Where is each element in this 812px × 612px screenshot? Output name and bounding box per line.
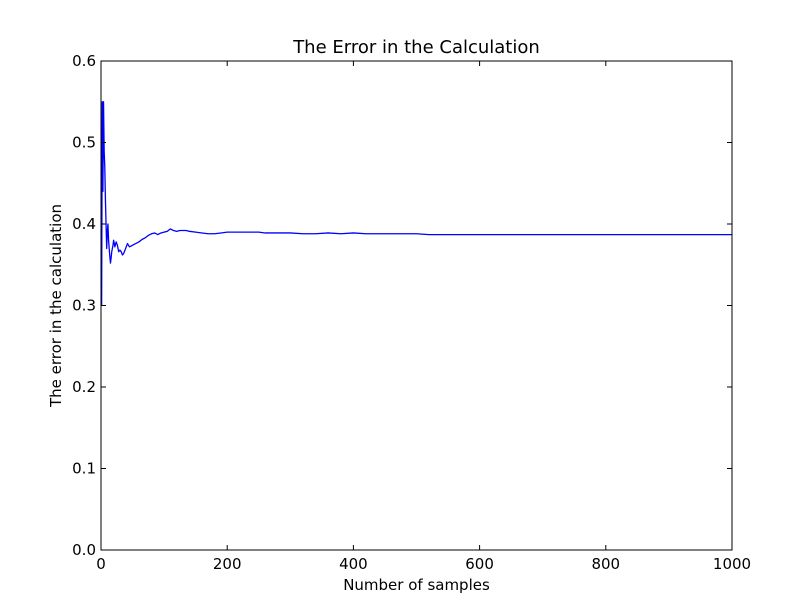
- chart-title: The Error in the Calculation: [292, 37, 540, 58]
- x-axis-label: Number of samples: [343, 576, 490, 594]
- x-tick-label: 400: [339, 555, 368, 573]
- y-tick-label: 0.6: [72, 52, 96, 70]
- y-tick-label: 0.5: [72, 134, 96, 152]
- y-tick-label: 0.4: [72, 215, 96, 233]
- x-tick-label: 600: [465, 555, 494, 573]
- x-tick-label: 1000: [713, 555, 751, 573]
- data-series-line: [100, 101, 732, 306]
- y-tick-label: 0.3: [72, 297, 96, 315]
- x-tick-label: 200: [213, 555, 242, 573]
- y-tick-label: 0.2: [72, 378, 96, 396]
- y-axis-label: The error in the calculation: [47, 204, 65, 408]
- y-tick-label: 0.0: [72, 541, 96, 559]
- x-tick-label: 800: [591, 555, 620, 573]
- x-tick-label: 0: [96, 555, 106, 573]
- y-tick-label: 0.1: [72, 460, 96, 478]
- plot-area: 0 200 400 600 800 1000 0.0 0.1 0.2 0.3 0.4 0.5 0.6: [72, 52, 751, 573]
